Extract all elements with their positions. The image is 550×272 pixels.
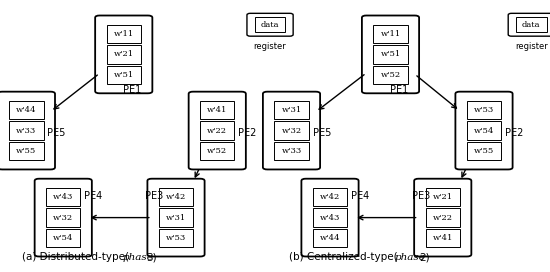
Text: w'41: w'41	[207, 106, 228, 114]
Text: 3): 3)	[146, 252, 156, 262]
FancyBboxPatch shape	[263, 92, 320, 169]
Text: w'21: w'21	[433, 193, 453, 201]
Text: w'52: w'52	[207, 147, 227, 155]
Text: (b) Centralized-type(: (b) Centralized-type(	[289, 252, 397, 262]
Text: w'22: w'22	[433, 214, 453, 222]
Text: w'33: w'33	[282, 147, 301, 155]
FancyBboxPatch shape	[455, 92, 513, 169]
Bar	[107, 45, 141, 63]
Bar	[159, 208, 193, 227]
Text: w'53: w'53	[474, 106, 494, 114]
Bar	[46, 229, 80, 247]
Bar	[467, 121, 501, 140]
Bar	[426, 229, 460, 247]
FancyBboxPatch shape	[414, 179, 471, 256]
Bar	[373, 25, 408, 43]
Bar	[426, 208, 460, 227]
Bar	[9, 101, 43, 119]
Text: w'44: w'44	[320, 234, 340, 242]
Bar	[200, 101, 234, 119]
Text: w'32: w'32	[282, 126, 301, 135]
Bar	[9, 142, 43, 160]
FancyBboxPatch shape	[35, 179, 92, 256]
Bar	[46, 188, 80, 206]
Text: PE2: PE2	[505, 128, 524, 138]
Text: w'43: w'43	[320, 214, 340, 222]
Text: w'54: w'54	[53, 234, 74, 242]
Bar	[313, 208, 347, 227]
Text: phase: phase	[395, 254, 426, 262]
Text: w'21: w'21	[114, 50, 134, 58]
Text: w'42: w'42	[320, 193, 340, 201]
Text: data: data	[261, 21, 279, 29]
FancyBboxPatch shape	[95, 16, 152, 93]
Text: PE4: PE4	[84, 191, 103, 201]
Text: w'32: w'32	[53, 214, 73, 222]
Text: w'43: w'43	[53, 193, 74, 201]
Text: PE2: PE2	[238, 128, 257, 138]
Text: (a) Distributed-type(: (a) Distributed-type(	[22, 252, 129, 262]
Text: PE1: PE1	[123, 85, 141, 95]
Text: w'11: w'11	[114, 30, 134, 38]
FancyBboxPatch shape	[508, 13, 550, 36]
Bar	[313, 188, 347, 206]
Text: w'51: w'51	[381, 50, 400, 58]
Bar	[426, 188, 460, 206]
Text: PE5: PE5	[47, 128, 66, 138]
Bar	[516, 17, 547, 32]
Text: w'51: w'51	[114, 71, 134, 79]
Bar	[255, 17, 285, 32]
Text: register: register	[515, 42, 548, 51]
Text: w'55: w'55	[16, 147, 36, 155]
Bar	[200, 121, 234, 140]
Text: w'33: w'33	[16, 126, 36, 135]
Text: PE1: PE1	[389, 85, 408, 95]
Text: w'22: w'22	[207, 126, 227, 135]
Bar	[274, 121, 309, 140]
Text: w'42: w'42	[166, 193, 186, 201]
Bar	[313, 229, 347, 247]
Bar	[107, 66, 141, 84]
Text: data: data	[522, 21, 541, 29]
Text: w'44: w'44	[16, 106, 37, 114]
Text: w'54: w'54	[474, 126, 494, 135]
FancyBboxPatch shape	[147, 179, 205, 256]
Bar	[159, 229, 193, 247]
Text: w'31: w'31	[282, 106, 301, 114]
Bar	[9, 121, 43, 140]
Text: PE3: PE3	[411, 191, 430, 201]
Text: PE5: PE5	[312, 128, 331, 138]
Text: w'52: w'52	[381, 71, 400, 79]
Text: register: register	[254, 42, 287, 51]
Text: w'31: w'31	[166, 214, 186, 222]
Text: PE4: PE4	[351, 191, 370, 201]
Bar	[46, 208, 80, 227]
Bar	[373, 66, 408, 84]
Text: w'53: w'53	[166, 234, 186, 242]
FancyBboxPatch shape	[362, 16, 419, 93]
Bar	[467, 142, 501, 160]
Text: w'41: w'41	[432, 234, 453, 242]
Text: w'55: w'55	[474, 147, 494, 155]
Text: 2): 2)	[419, 252, 430, 262]
FancyBboxPatch shape	[189, 92, 246, 169]
Text: phase: phase	[122, 254, 153, 262]
Bar	[467, 101, 501, 119]
Bar	[373, 45, 408, 63]
Bar	[200, 142, 234, 160]
Bar	[107, 25, 141, 43]
Text: w'11: w'11	[381, 30, 400, 38]
FancyBboxPatch shape	[0, 92, 55, 169]
Bar	[159, 188, 193, 206]
FancyBboxPatch shape	[247, 13, 293, 36]
Text: PE3: PE3	[145, 191, 163, 201]
Bar	[274, 142, 309, 160]
Bar	[274, 101, 309, 119]
FancyBboxPatch shape	[301, 179, 359, 256]
